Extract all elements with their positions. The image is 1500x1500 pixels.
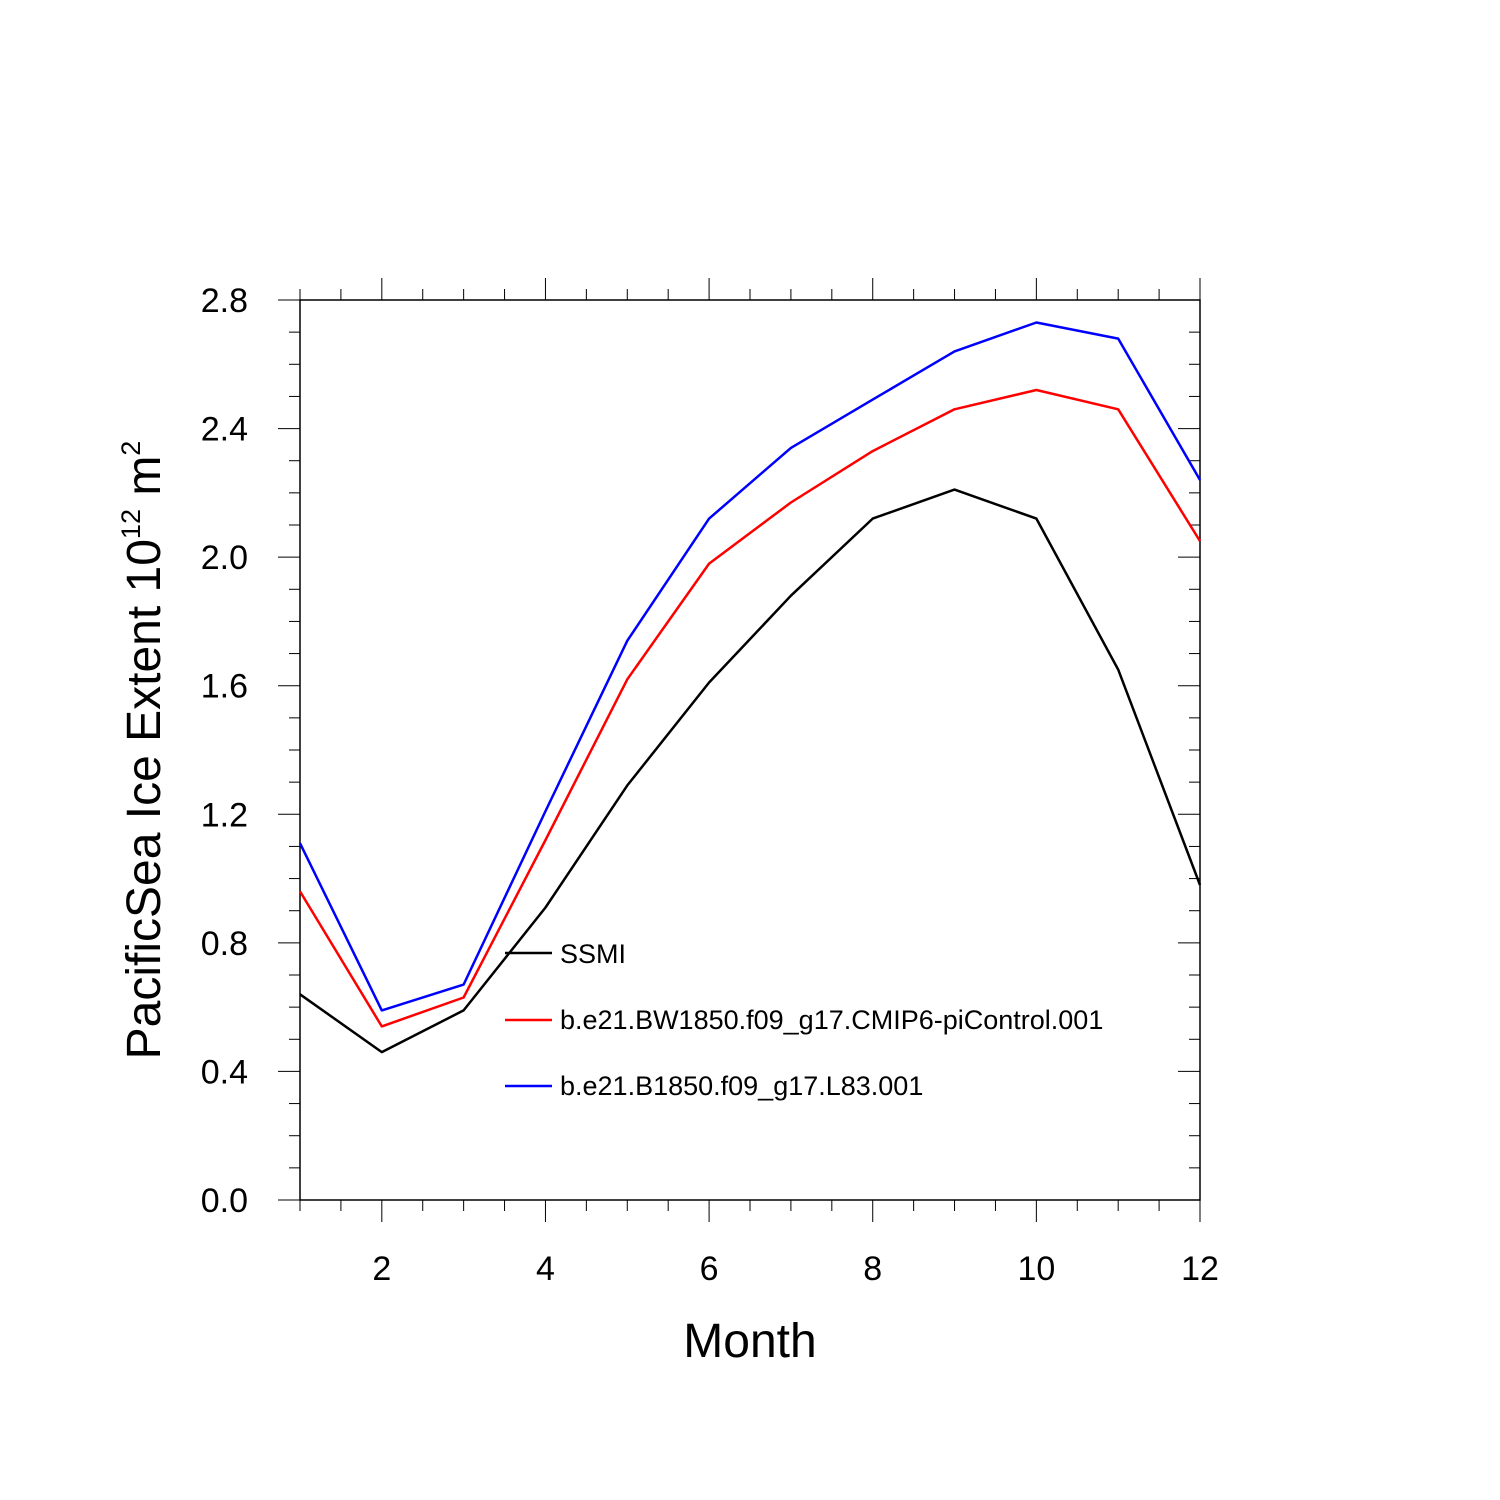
x-tick-label: 10 <box>1017 1250 1055 1288</box>
legend-label-bw1850: b.e21.BW1850.f09_g17.CMIP6-piControl.001 <box>560 1005 1103 1035</box>
axis-ticks <box>278 278 1201 1222</box>
x-tick-label: 6 <box>700 1250 719 1288</box>
y-tick-label: 0.0 <box>201 1182 248 1220</box>
x-tick-label: 12 <box>1181 1250 1219 1288</box>
y-axis-title-unit: m <box>118 456 171 509</box>
series-lines <box>298 321 1202 1054</box>
legend-label-b1850: b.e21.B1850.f09_g17.L83.001 <box>560 1071 923 1101</box>
y-tick-label: 2.4 <box>201 411 248 449</box>
y-axis-title-unit-exponent: 2 <box>116 441 146 456</box>
y-tick-label: 2.0 <box>201 539 248 577</box>
x-tick-label: 2 <box>372 1250 391 1288</box>
legend-label-ssmi: SSMI <box>560 939 626 969</box>
y-tick-label: 1.6 <box>201 668 248 706</box>
y-axis-title-main: PacificSea Ice Extent 10 <box>118 539 171 1059</box>
y-tick-label: 0.4 <box>201 1053 248 1091</box>
y-tick-label: 1.2 <box>201 796 248 834</box>
plot-frame <box>299 299 1201 1201</box>
x-axis-title: Month <box>683 1315 816 1368</box>
y-tick-label: 0.8 <box>201 925 248 963</box>
tick-labels: 0.0 0.4 0.8 1.2 1.6 2.0 2.4 2.8 2 4 6 8 10 12 <box>201 282 1219 1288</box>
x-tick-label: 8 <box>863 1250 882 1288</box>
series-line-0 <box>299 488 1202 1054</box>
series-line-1 <box>298 388 1202 1028</box>
legend: SSMI b.e21.BW1850.f09_g17.CMIP6-piContro… <box>505 939 1103 1101</box>
y-tick-label: 2.8 <box>201 282 248 320</box>
x-tick-label: 4 <box>536 1250 555 1288</box>
y-axis-title: PacificSea Ice Extent 1012 m2 <box>116 441 171 1060</box>
y-axis-title-exponent: 12 <box>116 509 146 539</box>
series-line-2 <box>298 321 1202 1012</box>
